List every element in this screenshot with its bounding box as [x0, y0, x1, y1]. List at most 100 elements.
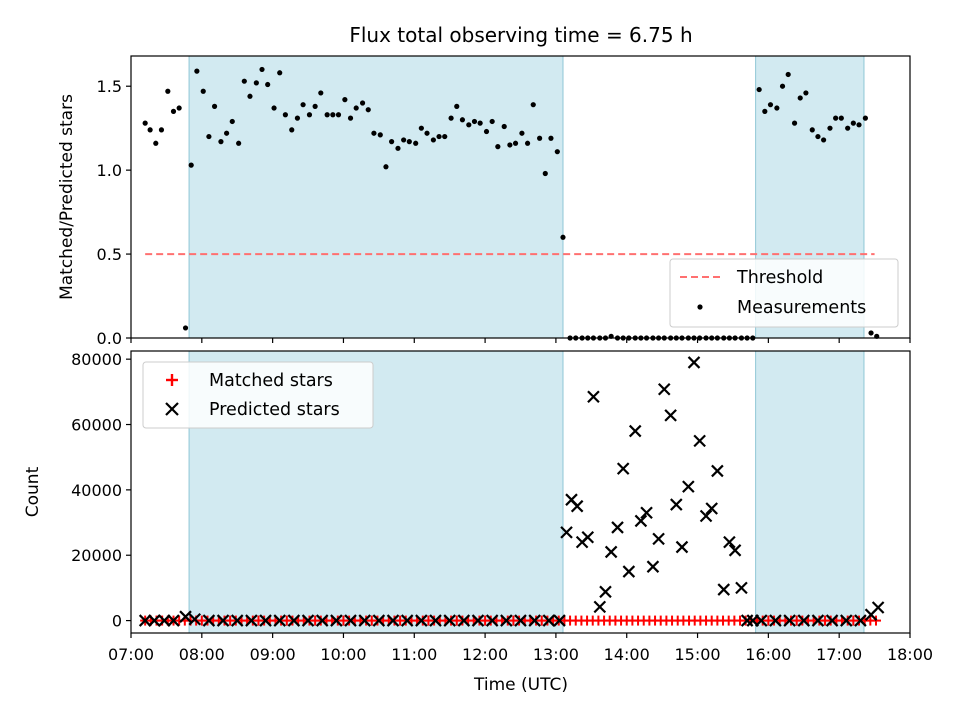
predicted-star-marker: [622, 565, 636, 578]
measurement-point: [548, 135, 554, 141]
measurement-point: [229, 118, 235, 125]
ratio-y-axis-label: Matched/Predicted stars: [57, 94, 77, 300]
measurement-point: [756, 86, 762, 93]
predicted-star-marker: [825, 614, 839, 627]
measurement-point: [365, 107, 371, 113]
predicted-star-marker: [230, 614, 244, 627]
ratio-panel-frame: [130, 55, 911, 339]
measurement-point: [554, 149, 560, 155]
predicted-star-marker: [839, 614, 853, 627]
measurement-point: [170, 108, 177, 114]
measurement-point: [324, 112, 330, 118]
x-tick-label: 18:00: [887, 645, 933, 664]
x-tick-label: 07:00: [108, 645, 154, 664]
predicted-star-marker: [657, 382, 671, 396]
measurement-point: [495, 144, 501, 150]
measurement-point: [158, 127, 165, 133]
ratio-legend: Threshold Measurements: [669, 258, 899, 328]
measurement-point: [206, 133, 212, 140]
predicted-star-marker: [287, 614, 301, 627]
predicted-star-marker: [553, 614, 566, 627]
measurement-point: [335, 112, 342, 118]
measurement-point: [530, 102, 536, 108]
predicted-star-marker: [599, 585, 612, 599]
legend-predicted-swatch: [165, 402, 179, 416]
y-tick-label: 40000: [71, 481, 122, 500]
measurement-point: [821, 137, 827, 143]
predicted-star-marker: [740, 614, 754, 627]
predicted-star-marker: [711, 464, 724, 478]
measurement-point: [466, 122, 472, 128]
measurement-point: [501, 123, 507, 130]
predicted-star-marker: [415, 614, 428, 627]
predicted-star-marker: [699, 509, 713, 523]
measurement-point: [542, 170, 548, 177]
predicted-star-marker: [259, 614, 272, 627]
measurement-point: [762, 108, 768, 114]
measurement-point: [862, 115, 868, 121]
predicted-star-marker: [457, 614, 471, 627]
ratio-x-ticks: [130, 338, 911, 343]
legend-predicted-label: Predicted stars: [209, 400, 340, 420]
y-tick-label: 1.0: [97, 161, 122, 180]
predicted-star-marker: [616, 462, 630, 475]
measurement-point: [868, 330, 874, 336]
measurement-point: [537, 135, 543, 141]
measurement-point: [856, 122, 862, 128]
measurement-point: [442, 133, 448, 140]
measurement-point: [827, 125, 833, 131]
measurement-point: [312, 103, 318, 109]
measurement-point: [471, 118, 478, 125]
predicted-star-marker: [675, 540, 689, 554]
predicted-star-marker: [783, 614, 796, 627]
predicted-star-marker: [202, 614, 216, 627]
measurement-point: [850, 120, 856, 126]
predicted-star-marker: [528, 614, 541, 627]
measurement-point: [424, 130, 430, 136]
measurement-point: [791, 120, 798, 126]
measurement-point: [289, 127, 295, 133]
measurement-point: [833, 115, 839, 121]
predicted-star-marker: [429, 614, 442, 627]
predicted-star-marker: [717, 583, 731, 596]
shaded-interval: [755, 350, 865, 634]
measurement-point: [253, 80, 259, 86]
measurement-point: [347, 115, 354, 121]
predicted-star-marker: [640, 506, 653, 520]
measurement-point: [406, 139, 412, 145]
measurement-point: [200, 88, 206, 94]
measurement-point: [519, 130, 525, 136]
measurement-point: [306, 112, 313, 118]
predicted-star-marker: [652, 532, 665, 546]
shaded-interval: [188, 55, 564, 339]
measurement-point: [194, 68, 200, 74]
measurement-point: [507, 142, 513, 148]
measurement-point: [477, 120, 483, 126]
measurement-point: [483, 128, 490, 135]
measurement-point: [211, 103, 218, 109]
predicted-star-marker: [682, 480, 695, 493]
measurement-point: [838, 115, 844, 121]
predicted-star-marker: [471, 614, 485, 627]
legend-measurements-swatch: [697, 304, 703, 310]
predicted-stars-markers: [138, 356, 885, 627]
measurement-point: [389, 139, 395, 145]
predicted-star-marker: [611, 521, 624, 534]
measurement-point: [459, 117, 466, 123]
y-tick-label: 0.5: [97, 245, 122, 264]
predicted-star-marker: [443, 614, 456, 627]
measurement-point: [377, 132, 383, 138]
predicted-star-marker: [705, 502, 718, 515]
measurement-point: [142, 120, 148, 126]
predicted-star-marker: [664, 409, 677, 422]
measurement-point: [224, 130, 230, 136]
predicted-star-marker: [871, 601, 885, 614]
predicted-star-marker: [755, 614, 768, 627]
x-tick-label: 08:00: [179, 645, 225, 664]
measurement-point: [430, 137, 436, 143]
predicted-star-marker: [628, 424, 642, 438]
count-panel-shading: [188, 350, 865, 634]
predicted-star-marker: [728, 544, 742, 557]
legend-measurements-label: Measurements: [737, 298, 866, 318]
